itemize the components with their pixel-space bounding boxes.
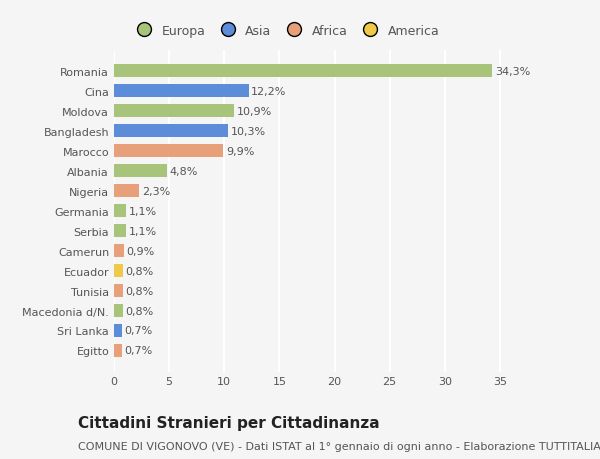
Bar <box>114 205 126 218</box>
Bar <box>114 165 167 178</box>
Text: Cittadini Stranieri per Cittadinanza: Cittadini Stranieri per Cittadinanza <box>78 415 380 431</box>
Text: 10,9%: 10,9% <box>237 106 272 117</box>
Text: 0,8%: 0,8% <box>125 286 154 296</box>
Text: 0,9%: 0,9% <box>127 246 155 256</box>
Text: COMUNE DI VIGONOVO (VE) - Dati ISTAT al 1° gennaio di ogni anno - Elaborazione T: COMUNE DI VIGONOVO (VE) - Dati ISTAT al … <box>78 441 600 451</box>
Bar <box>114 125 227 138</box>
Text: 4,8%: 4,8% <box>170 166 198 176</box>
Bar <box>114 145 223 158</box>
Bar <box>114 285 123 297</box>
Bar <box>114 105 234 118</box>
Text: 0,8%: 0,8% <box>125 266 154 276</box>
Bar <box>114 325 122 337</box>
Text: 12,2%: 12,2% <box>251 87 287 96</box>
Bar <box>114 224 126 238</box>
Bar <box>114 344 122 357</box>
Text: 9,9%: 9,9% <box>226 146 254 157</box>
Bar <box>114 65 492 78</box>
Text: 0,7%: 0,7% <box>124 346 153 356</box>
Bar <box>114 185 139 198</box>
Text: 1,1%: 1,1% <box>129 226 157 236</box>
Text: 2,3%: 2,3% <box>142 186 170 196</box>
Text: 34,3%: 34,3% <box>495 67 530 77</box>
Bar <box>114 85 248 98</box>
Text: 10,3%: 10,3% <box>230 126 265 136</box>
Text: 0,7%: 0,7% <box>124 326 153 336</box>
Legend: Europa, Asia, Africa, America: Europa, Asia, Africa, America <box>131 25 439 38</box>
Bar <box>114 304 123 317</box>
Text: 1,1%: 1,1% <box>129 206 157 216</box>
Bar <box>114 245 124 257</box>
Text: 0,8%: 0,8% <box>125 306 154 316</box>
Bar <box>114 264 123 277</box>
